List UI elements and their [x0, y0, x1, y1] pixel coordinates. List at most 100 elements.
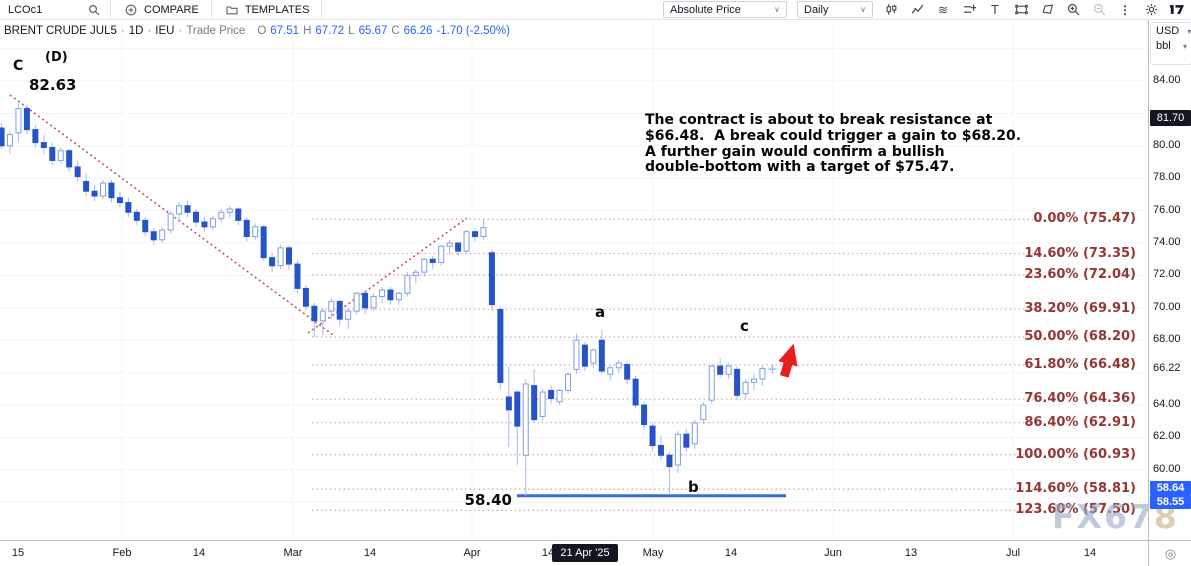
- more-options-icon[interactable]: ⋮: [1119, 2, 1131, 17]
- alert-price-badge[interactable]: 58.55: [1150, 495, 1191, 510]
- day-tick-label: 14: [1083, 547, 1097, 559]
- price-tick: 80.00: [1153, 138, 1181, 151]
- symbol-text: LCOc1: [8, 3, 43, 16]
- legend-sep: ·: [147, 25, 152, 37]
- compare-waves-icon[interactable]: ≋: [937, 2, 949, 17]
- search-icon: [86, 2, 102, 18]
- fib-level-label[interactable]: 61.80% (66.48): [1024, 356, 1136, 372]
- legend-exchange: IEU: [155, 25, 175, 37]
- folder-icon: [224, 2, 240, 18]
- fib-level-label[interactable]: 14.60% (73.35): [1024, 245, 1136, 261]
- wave-label-b: b: [688, 478, 699, 496]
- price-tick: 78.00: [1153, 171, 1181, 184]
- legend-sep: ·: [178, 25, 183, 37]
- high-price-label: 82.63: [29, 76, 77, 94]
- close-value: 66.26: [403, 25, 433, 37]
- month-tick-label: Mar: [283, 547, 303, 559]
- open-value: 67.51: [270, 25, 300, 37]
- wave-label-C: C: [13, 58, 24, 74]
- current-price-label: 66.22: [1153, 362, 1181, 375]
- price-tick: 76.00: [1153, 203, 1181, 216]
- day-tick-label: 15: [11, 547, 25, 559]
- annotation-line: double-bottom with a target of $75.47.: [645, 159, 955, 176]
- rectangle-tool-icon[interactable]: [1013, 2, 1029, 18]
- day-tick-label: 14: [192, 547, 206, 559]
- up-arrow[interactable]: [775, 341, 804, 379]
- month-tick-label: Feb: [112, 547, 132, 559]
- last-price-badge[interactable]: 81.70: [1150, 110, 1191, 127]
- compare-button[interactable]: COMPARE: [111, 0, 211, 19]
- zoom-in-icon[interactable]: [1065, 2, 1081, 18]
- selected-date-badge[interactable]: 21 Apr '25: [552, 544, 618, 562]
- candles-series: [0, 103, 766, 496]
- price-tick: 68.00: [1153, 333, 1181, 346]
- text-tool-icon[interactable]: T: [991, 2, 999, 17]
- unit-label: bbl: [1156, 40, 1171, 52]
- fib-level-label[interactable]: 100.00% (60.93): [1015, 446, 1136, 462]
- candlestick-style-icon[interactable]: [883, 2, 899, 18]
- currency-selector[interactable]: USD ▾: [1151, 23, 1191, 38]
- legend-interval: 1D: [128, 25, 144, 37]
- indicators-icon[interactable]: [909, 2, 925, 18]
- annotation-line: $66.48. A break could trigger a gain to …: [645, 127, 1022, 144]
- price-tick: 74.00: [1153, 236, 1181, 249]
- wave-label-c: c: [740, 317, 749, 335]
- price-mode-select[interactable]: Absolute Price ∨: [663, 1, 787, 18]
- grid-layer: [0, 19, 1148, 540]
- wave-label-D: (D): [45, 50, 68, 65]
- high-value: 67.72: [315, 25, 345, 37]
- polygon-tool-icon[interactable]: [1039, 2, 1055, 18]
- low-label: L: [348, 25, 355, 37]
- day-tick-label: 14: [363, 547, 377, 559]
- support-price-label: 58.40: [464, 491, 512, 509]
- currency-unit-card: USD ▾ bbl ▾: [1150, 22, 1191, 65]
- price-tick: 72.00: [1153, 268, 1181, 281]
- templates-button[interactable]: TEMPLATES: [212, 0, 322, 19]
- legend-sep: ·: [120, 25, 125, 37]
- price-axis[interactable]: USD ▾ bbl ▾ 84.00 80.00 78.00 76.00 74.00 72.…: [1148, 19, 1191, 540]
- fib-level-label[interactable]: 23.60% (72.04): [1024, 266, 1136, 282]
- fib-level-label[interactable]: 0.00% (75.47): [1033, 211, 1136, 227]
- wave-label-a: a: [595, 303, 606, 321]
- axis-settings-corner[interactable]: ◎: [1148, 540, 1191, 566]
- day-tick-label: 13: [904, 547, 918, 559]
- fib-level-label[interactable]: 123.60% (57.50): [1015, 502, 1136, 518]
- interval-value: Daily: [804, 3, 829, 16]
- compare-label: COMPARE: [144, 3, 199, 16]
- unit-selector[interactable]: bbl ▾: [1151, 38, 1191, 53]
- fib-level-label[interactable]: 76.40% (64.36): [1024, 391, 1136, 407]
- alert-price-badge[interactable]: 58.64: [1150, 480, 1191, 495]
- fib-retracement-lines: [312, 218, 1038, 511]
- tradingview-logo[interactable]: [1169, 2, 1185, 18]
- chevron-down-icon: ∨: [860, 5, 866, 14]
- top-toolbar: LCOc1 COMPARE TEMPLATES A: [0, 0, 1191, 20]
- price-mode-value: Absolute Price: [670, 3, 741, 16]
- month-tick-label: Jul: [1005, 547, 1021, 559]
- legend-series-type: Trade Price: [186, 25, 246, 37]
- annotation-line: The contract is about to break resistanc…: [645, 112, 993, 128]
- chevron-down-icon: ▾: [1182, 41, 1187, 51]
- time-axis[interactable]: 15 Feb 14 Mar 14 Apr 14 21 Apr '25 May 14 Jun 13 Jul…: [0, 540, 1148, 566]
- chevron-down-icon: ∨: [774, 5, 780, 14]
- currency-label: USD: [1156, 25, 1180, 37]
- measure-icon[interactable]: [961, 2, 977, 18]
- close-label: C: [391, 25, 400, 37]
- open-label: O: [257, 25, 267, 37]
- fib-level-label[interactable]: 86.40% (62.91): [1024, 414, 1136, 430]
- settings-gear-icon[interactable]: [1143, 2, 1159, 18]
- low-value: 65.67: [358, 25, 388, 37]
- interval-select[interactable]: Daily ∨: [797, 1, 873, 18]
- fib-level-label[interactable]: 38.20% (69.91): [1024, 301, 1136, 317]
- price-tick: 70.00: [1153, 300, 1181, 313]
- symbol-search-box[interactable]: LCOc1: [0, 0, 110, 19]
- change-value: -1.70 (-2.50%): [436, 25, 510, 37]
- target-circle-icon: ◎: [1164, 546, 1177, 561]
- fib-level-label[interactable]: 50.00% (68.20): [1024, 329, 1136, 344]
- toolbar-separator: [321, 0, 323, 19]
- fib-level-label[interactable]: 114.60% (58.81): [1015, 481, 1136, 497]
- month-tick-label: Apr: [463, 547, 481, 559]
- high-label: H: [303, 25, 312, 37]
- day-tick-label: 14: [541, 547, 555, 559]
